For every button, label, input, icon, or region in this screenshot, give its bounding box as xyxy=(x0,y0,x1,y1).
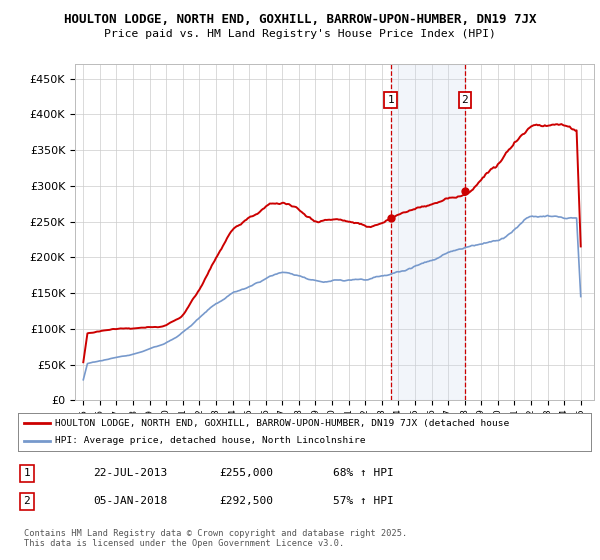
Bar xyxy=(391,64,465,400)
Text: £255,000: £255,000 xyxy=(219,468,273,478)
Text: £292,500: £292,500 xyxy=(219,496,273,506)
Text: 1: 1 xyxy=(388,95,394,105)
Text: 05-JAN-2018: 05-JAN-2018 xyxy=(93,496,167,506)
Text: 1: 1 xyxy=(23,468,31,478)
Text: 2: 2 xyxy=(461,95,469,105)
Text: 2: 2 xyxy=(23,496,31,506)
Text: HOULTON LODGE, NORTH END, GOXHILL, BARROW-UPON-HUMBER, DN19 7JX: HOULTON LODGE, NORTH END, GOXHILL, BARRO… xyxy=(64,13,536,26)
Text: 22-JUL-2013: 22-JUL-2013 xyxy=(93,468,167,478)
Text: 68% ↑ HPI: 68% ↑ HPI xyxy=(333,468,394,478)
Text: HOULTON LODGE, NORTH END, GOXHILL, BARROW-UPON-HUMBER, DN19 7JX (detached house: HOULTON LODGE, NORTH END, GOXHILL, BARRO… xyxy=(55,418,509,427)
Text: 57% ↑ HPI: 57% ↑ HPI xyxy=(333,496,394,506)
Text: Price paid vs. HM Land Registry's House Price Index (HPI): Price paid vs. HM Land Registry's House … xyxy=(104,29,496,39)
Text: Contains HM Land Registry data © Crown copyright and database right 2025.
This d: Contains HM Land Registry data © Crown c… xyxy=(24,529,407,548)
Text: HPI: Average price, detached house, North Lincolnshire: HPI: Average price, detached house, Nort… xyxy=(55,436,366,445)
